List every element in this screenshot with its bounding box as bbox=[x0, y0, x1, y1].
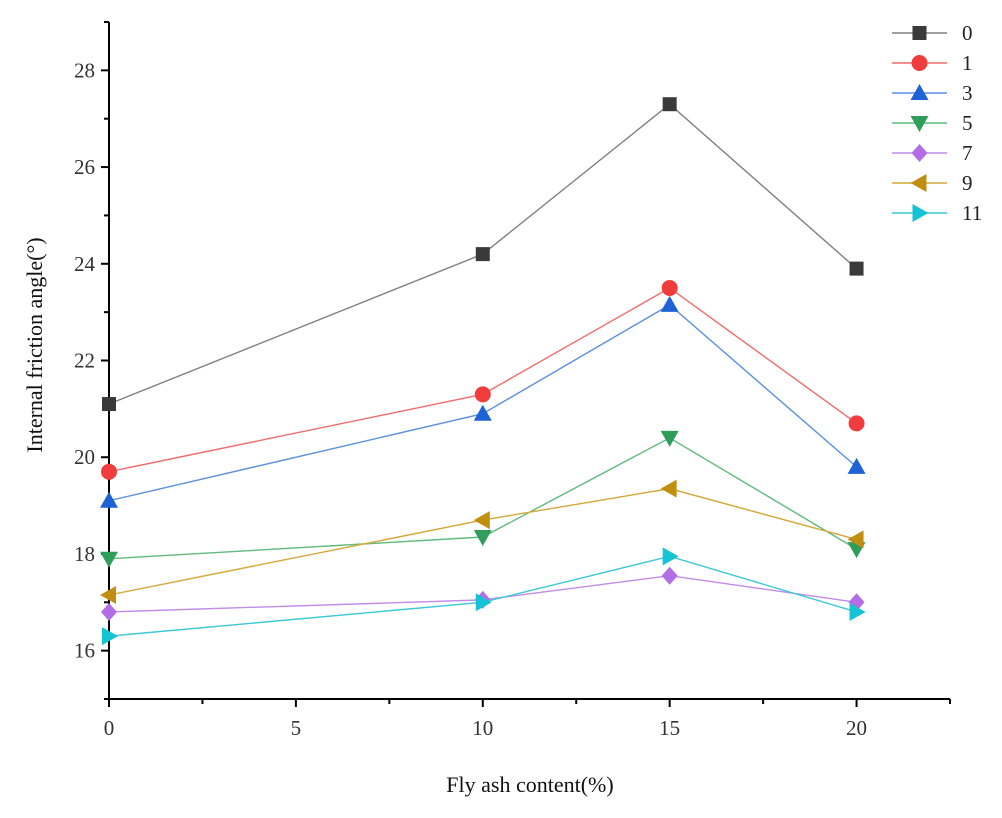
legend-marker bbox=[912, 26, 927, 40]
data-point-9 bbox=[100, 586, 116, 605]
y-tick-label: 26 bbox=[74, 155, 95, 179]
x-tick-label: 0 bbox=[104, 716, 115, 740]
data-point-1 bbox=[848, 415, 865, 432]
x-tick-label: 20 bbox=[846, 716, 867, 740]
series-5 bbox=[100, 430, 866, 568]
series-line-11 bbox=[108, 555, 857, 637]
series-layer bbox=[100, 97, 866, 646]
data-point-9 bbox=[473, 511, 490, 530]
series-3 bbox=[100, 295, 866, 508]
data-point-0 bbox=[662, 97, 677, 112]
data-point-11 bbox=[102, 627, 118, 646]
series-line-3 bbox=[108, 304, 858, 502]
data-point-1 bbox=[101, 463, 117, 480]
legend-entry-9: 9 bbox=[892, 171, 973, 195]
series-line-9 bbox=[108, 487, 857, 596]
legend-label: 11 bbox=[962, 201, 982, 225]
y-axis-title: Internal friction angle(°) bbox=[22, 237, 47, 452]
legend-label: 0 bbox=[962, 21, 973, 45]
data-point-0 bbox=[475, 247, 490, 262]
x-tick-label: 10 bbox=[472, 716, 493, 740]
legend-label: 5 bbox=[962, 111, 973, 135]
y-tick-label: 28 bbox=[74, 58, 95, 82]
series-line-1 bbox=[108, 287, 857, 473]
data-point-0 bbox=[102, 397, 116, 412]
legend-entry-0: 0 bbox=[892, 21, 973, 45]
legend: 0 1 3 5 7 9 11 bbox=[892, 21, 982, 225]
data-point-9 bbox=[660, 479, 677, 498]
data-point-3 bbox=[660, 295, 679, 312]
data-point-3 bbox=[100, 491, 118, 508]
data-point-7 bbox=[661, 566, 678, 585]
data-point-1 bbox=[474, 386, 491, 403]
y-tick-label: 18 bbox=[74, 542, 95, 566]
series-0 bbox=[102, 97, 864, 412]
legend-entry-5: 5 bbox=[892, 111, 973, 135]
series-11 bbox=[102, 547, 866, 646]
series-line-7 bbox=[108, 574, 857, 613]
data-point-5 bbox=[100, 551, 118, 568]
data-point-0 bbox=[849, 261, 864, 276]
data-point-11 bbox=[662, 547, 679, 566]
y-tick-label: 22 bbox=[74, 349, 95, 373]
legend-label: 9 bbox=[962, 171, 973, 195]
legend-label: 7 bbox=[962, 141, 973, 165]
legend-entry-11: 11 bbox=[892, 201, 982, 225]
series-9 bbox=[100, 479, 864, 605]
data-point-9 bbox=[847, 530, 864, 549]
legend-label: 1 bbox=[962, 51, 973, 75]
series-7 bbox=[101, 566, 865, 621]
legend-marker bbox=[911, 144, 928, 162]
y-tick-label: 24 bbox=[74, 252, 96, 276]
data-point-11 bbox=[475, 593, 492, 612]
series-line-0 bbox=[108, 103, 858, 405]
x-tick-label: 5 bbox=[291, 716, 302, 740]
legend-marker bbox=[910, 116, 929, 132]
series-line-5 bbox=[108, 437, 857, 560]
data-point-3 bbox=[847, 457, 866, 474]
data-point-5 bbox=[660, 430, 679, 447]
legend-entry-3: 3 bbox=[892, 81, 973, 105]
legend-marker bbox=[910, 84, 929, 100]
ticks: 0 5 10 15 20 16 18 20 22 24 26 28 bbox=[74, 21, 951, 740]
data-point-7 bbox=[101, 602, 117, 621]
x-tick-label: 15 bbox=[659, 716, 680, 740]
x-axis-title: Fly ash content(%) bbox=[446, 772, 613, 797]
legend-marker bbox=[912, 204, 929, 222]
legend-entry-1: 1 bbox=[892, 51, 973, 75]
data-point-1 bbox=[661, 279, 678, 296]
legend-marker bbox=[910, 174, 927, 192]
y-tick-label: 20 bbox=[74, 445, 95, 469]
data-point-3 bbox=[473, 404, 492, 421]
series-1 bbox=[101, 279, 865, 480]
legend-marker bbox=[911, 55, 928, 71]
legend-label: 3 bbox=[962, 81, 973, 105]
data-point-5 bbox=[473, 530, 492, 547]
data-point-11 bbox=[849, 602, 866, 621]
y-tick-label: 16 bbox=[74, 639, 95, 663]
legend-entry-7: 7 bbox=[892, 141, 973, 165]
